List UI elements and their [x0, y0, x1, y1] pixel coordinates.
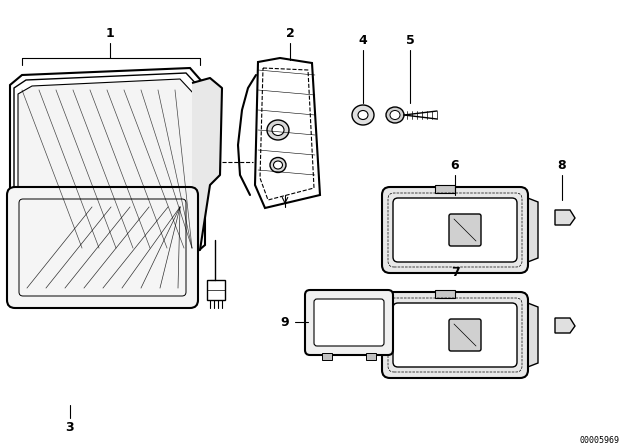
- Polygon shape: [555, 210, 575, 225]
- Ellipse shape: [390, 111, 400, 120]
- Text: 9: 9: [281, 315, 289, 328]
- Text: 3: 3: [66, 421, 74, 434]
- Polygon shape: [520, 195, 538, 265]
- Ellipse shape: [352, 105, 374, 125]
- PathPatch shape: [192, 78, 222, 250]
- FancyBboxPatch shape: [314, 299, 384, 346]
- Polygon shape: [322, 353, 332, 360]
- PathPatch shape: [255, 58, 320, 208]
- Text: 5: 5: [406, 34, 414, 47]
- Polygon shape: [555, 318, 575, 333]
- FancyBboxPatch shape: [449, 214, 481, 246]
- Ellipse shape: [270, 158, 286, 172]
- FancyBboxPatch shape: [7, 187, 198, 308]
- Polygon shape: [207, 280, 225, 300]
- FancyBboxPatch shape: [382, 187, 528, 273]
- Text: 4: 4: [358, 34, 367, 47]
- Ellipse shape: [267, 120, 289, 140]
- Ellipse shape: [386, 107, 404, 123]
- Text: 7: 7: [451, 266, 460, 279]
- Text: 1: 1: [106, 26, 115, 39]
- Polygon shape: [435, 290, 455, 298]
- Text: 8: 8: [557, 159, 566, 172]
- FancyBboxPatch shape: [382, 292, 528, 378]
- Polygon shape: [366, 353, 376, 360]
- Polygon shape: [520, 300, 538, 370]
- FancyBboxPatch shape: [449, 319, 481, 351]
- Ellipse shape: [272, 125, 284, 135]
- Text: 2: 2: [285, 26, 294, 39]
- Ellipse shape: [358, 111, 368, 120]
- FancyBboxPatch shape: [305, 290, 393, 355]
- Ellipse shape: [273, 161, 282, 169]
- FancyBboxPatch shape: [393, 303, 517, 367]
- FancyBboxPatch shape: [393, 198, 517, 262]
- PathPatch shape: [10, 68, 205, 262]
- Polygon shape: [435, 185, 455, 193]
- Text: 6: 6: [451, 159, 460, 172]
- Text: 00005969: 00005969: [580, 435, 620, 444]
- PathPatch shape: [18, 79, 194, 250]
